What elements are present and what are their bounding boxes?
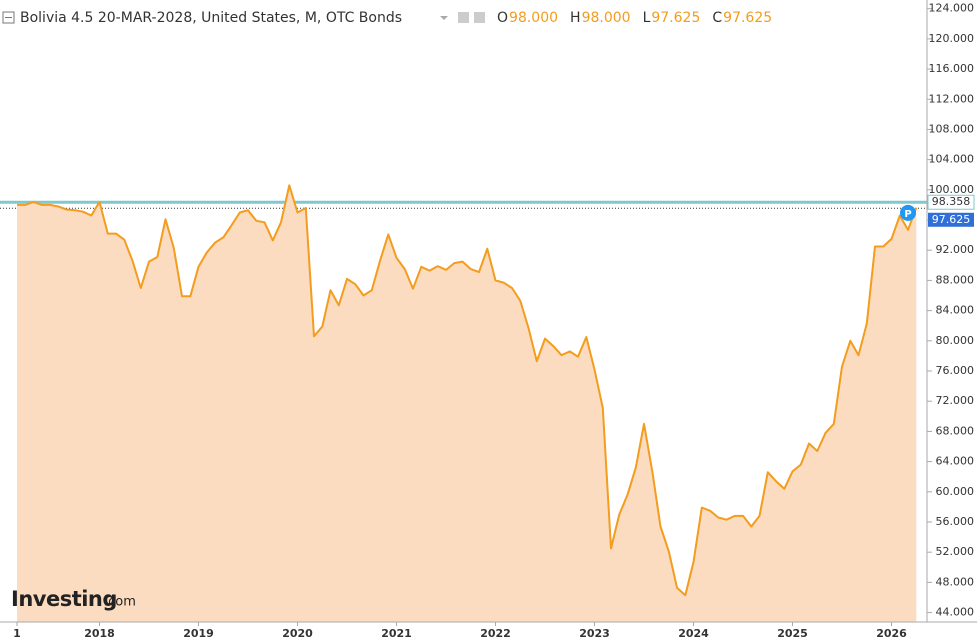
x-tick-label: 2025 <box>777 627 808 640</box>
ohlc-label: L <box>643 10 651 26</box>
y-tick-label: 48.000 <box>936 575 975 588</box>
ohlc-label: O <box>497 10 508 26</box>
y-tick-label: 116.000 <box>929 62 975 75</box>
x-tick-label: 2026 <box>876 627 907 640</box>
y-tick-label: 104.000 <box>929 153 975 166</box>
logo: Investing .com <box>11 587 136 611</box>
y-tick-label: 112.000 <box>929 92 975 105</box>
y-tick-label: 68.000 <box>936 424 975 437</box>
x-tick-label: 2022 <box>480 627 511 640</box>
y-tick-label: 52.000 <box>936 545 975 558</box>
y-tick-label: 76.000 <box>936 364 975 377</box>
ohlc-readout: O 98.000 H 98.000 L 97.625 C 97.625 <box>497 10 772 26</box>
ohlc-value: 98.000 <box>509 10 558 26</box>
collapse-button[interactable] <box>2 11 15 24</box>
area-fill <box>17 185 917 623</box>
ohlc-value: 98.000 <box>582 10 631 26</box>
x-tick-label: 1 <box>13 627 21 640</box>
y-tick-label: 56.000 <box>936 515 975 528</box>
y-tick-label: 44.000 <box>936 606 975 619</box>
x-tick-label: 2018 <box>84 627 115 640</box>
y-tick-label: 72.000 <box>936 394 975 407</box>
y-tick-label: 120.000 <box>929 32 975 45</box>
price-line <box>17 184 918 597</box>
x-tick-label: 2020 <box>282 627 313 640</box>
x-tick-label: 2021 <box>381 627 412 640</box>
x-tick-label: 2023 <box>579 627 610 640</box>
price-label-box <box>927 194 975 210</box>
y-tick-label: 92.000 <box>936 243 975 256</box>
y-tick-label: 124.000 <box>929 2 975 15</box>
y-tick-label: 84.000 <box>936 304 975 317</box>
dropdown-arrow[interactable] <box>440 16 448 20</box>
y-tick-label: 100.000 <box>929 183 975 196</box>
ohlc-label: C <box>712 10 722 26</box>
ohlc-label: H <box>570 10 581 26</box>
y-tick-label: 108.000 <box>929 122 975 135</box>
y-tick-label: 60.000 <box>936 485 975 498</box>
y-tick-label: 64.000 <box>936 455 975 468</box>
plot-area <box>0 184 927 623</box>
settings-icon[interactable] <box>458 12 469 23</box>
ohlc-value: 97.625 <box>651 10 700 26</box>
price-label-box <box>928 212 974 227</box>
logo-main: Investing <box>11 587 117 611</box>
marker-label: P <box>904 209 911 220</box>
x-tick-label: 2019 <box>183 627 214 640</box>
y-tick-label: 80.000 <box>936 334 975 347</box>
ohlc-value: 97.625 <box>723 10 772 26</box>
price-label: 98.358 <box>932 195 971 208</box>
logo-suffix: .com <box>104 595 136 610</box>
marker-badge[interactable] <box>900 204 916 221</box>
x-tick-label: 2024 <box>678 627 709 640</box>
price-label: 97.625 <box>932 213 971 226</box>
y-tick-label: 88.000 <box>936 273 975 286</box>
remove-icon[interactable] <box>474 12 485 23</box>
chart-title: Bolivia 4.5 20-MAR-2028, United States, … <box>20 10 402 26</box>
